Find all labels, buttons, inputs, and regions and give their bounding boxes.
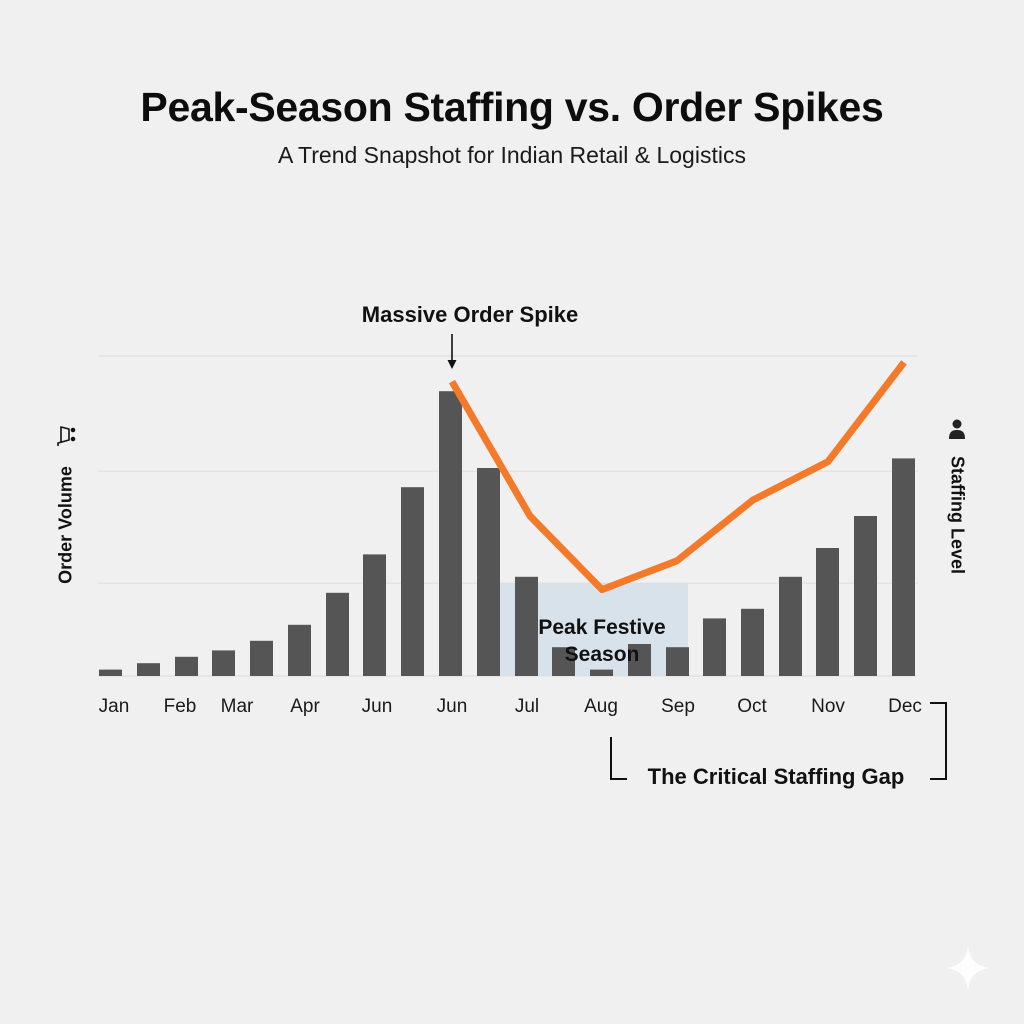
x-axis-label: Jun — [436, 696, 468, 717]
x-axis-label: Jul — [514, 696, 540, 717]
annotation-critical-staffing-gap: The Critical Staffing Gap — [647, 764, 905, 789]
order-volume-bar — [137, 663, 160, 676]
y-axis-label-staffing-level: Staffing Level — [947, 455, 968, 575]
staffing-gap-bracket — [610, 702, 947, 780]
order-volume-bar — [250, 640, 273, 676]
order-volume-bar — [439, 391, 462, 676]
order-volume-bar — [401, 487, 424, 676]
shopping-cart-icon — [57, 426, 76, 446]
order-volume-bar — [326, 592, 349, 676]
order-volume-bar — [779, 576, 802, 676]
order-volume-bar — [552, 647, 575, 676]
chart-title: Peak-Season Staffing vs. Order Spikes — [140, 84, 884, 130]
person-icon — [949, 419, 965, 439]
x-axis-label: Oct — [737, 696, 767, 717]
x-axis-label: Dec — [888, 696, 922, 717]
spike-arrow-icon — [447, 334, 457, 369]
order-volume-bar — [477, 468, 500, 676]
order-volume-bar — [816, 548, 839, 676]
chart-subtitle: A Trend Snapshot for Indian Retail & Log… — [278, 142, 746, 168]
order-volume-bar — [628, 644, 651, 676]
order-volume-bar — [741, 608, 764, 676]
y-axis-label-order-volume: Order Volume — [55, 466, 76, 584]
x-axis-label: Aug — [584, 696, 618, 717]
order-volume-bar — [99, 669, 122, 676]
x-axis-label: Jan — [98, 696, 130, 717]
x-axis-label: Nov — [811, 696, 845, 717]
x-axis-label: Feb — [163, 696, 197, 717]
x-axis-label: Jun — [361, 696, 393, 717]
order-volume-bar — [703, 618, 726, 676]
order-volume-bar — [212, 650, 235, 676]
order-volume-bar — [666, 647, 689, 676]
order-volume-bar — [288, 624, 311, 676]
x-axis-label: Mar — [220, 696, 254, 717]
order-volume-bars — [99, 391, 915, 676]
staffing-level-line — [448, 360, 907, 594]
annotation-peak-festive-season: Peak Festive Season — [538, 614, 665, 668]
order-volume-bar — [515, 576, 538, 676]
annotation-festive-line2: Season — [564, 643, 640, 666]
annotation-festive-line1: Peak Festive — [538, 616, 666, 639]
x-axis-label: Apr — [290, 696, 320, 717]
sparkle-watermark-icon — [946, 946, 990, 990]
order-volume-bar — [363, 554, 386, 676]
order-volume-bar — [854, 516, 877, 676]
order-volume-bar — [590, 669, 613, 676]
x-axis-label: Sep — [661, 696, 695, 717]
order-volume-bar — [175, 656, 198, 676]
annotation-massive-order-spike: Massive Order Spike — [361, 302, 579, 327]
order-volume-bar — [892, 458, 915, 676]
